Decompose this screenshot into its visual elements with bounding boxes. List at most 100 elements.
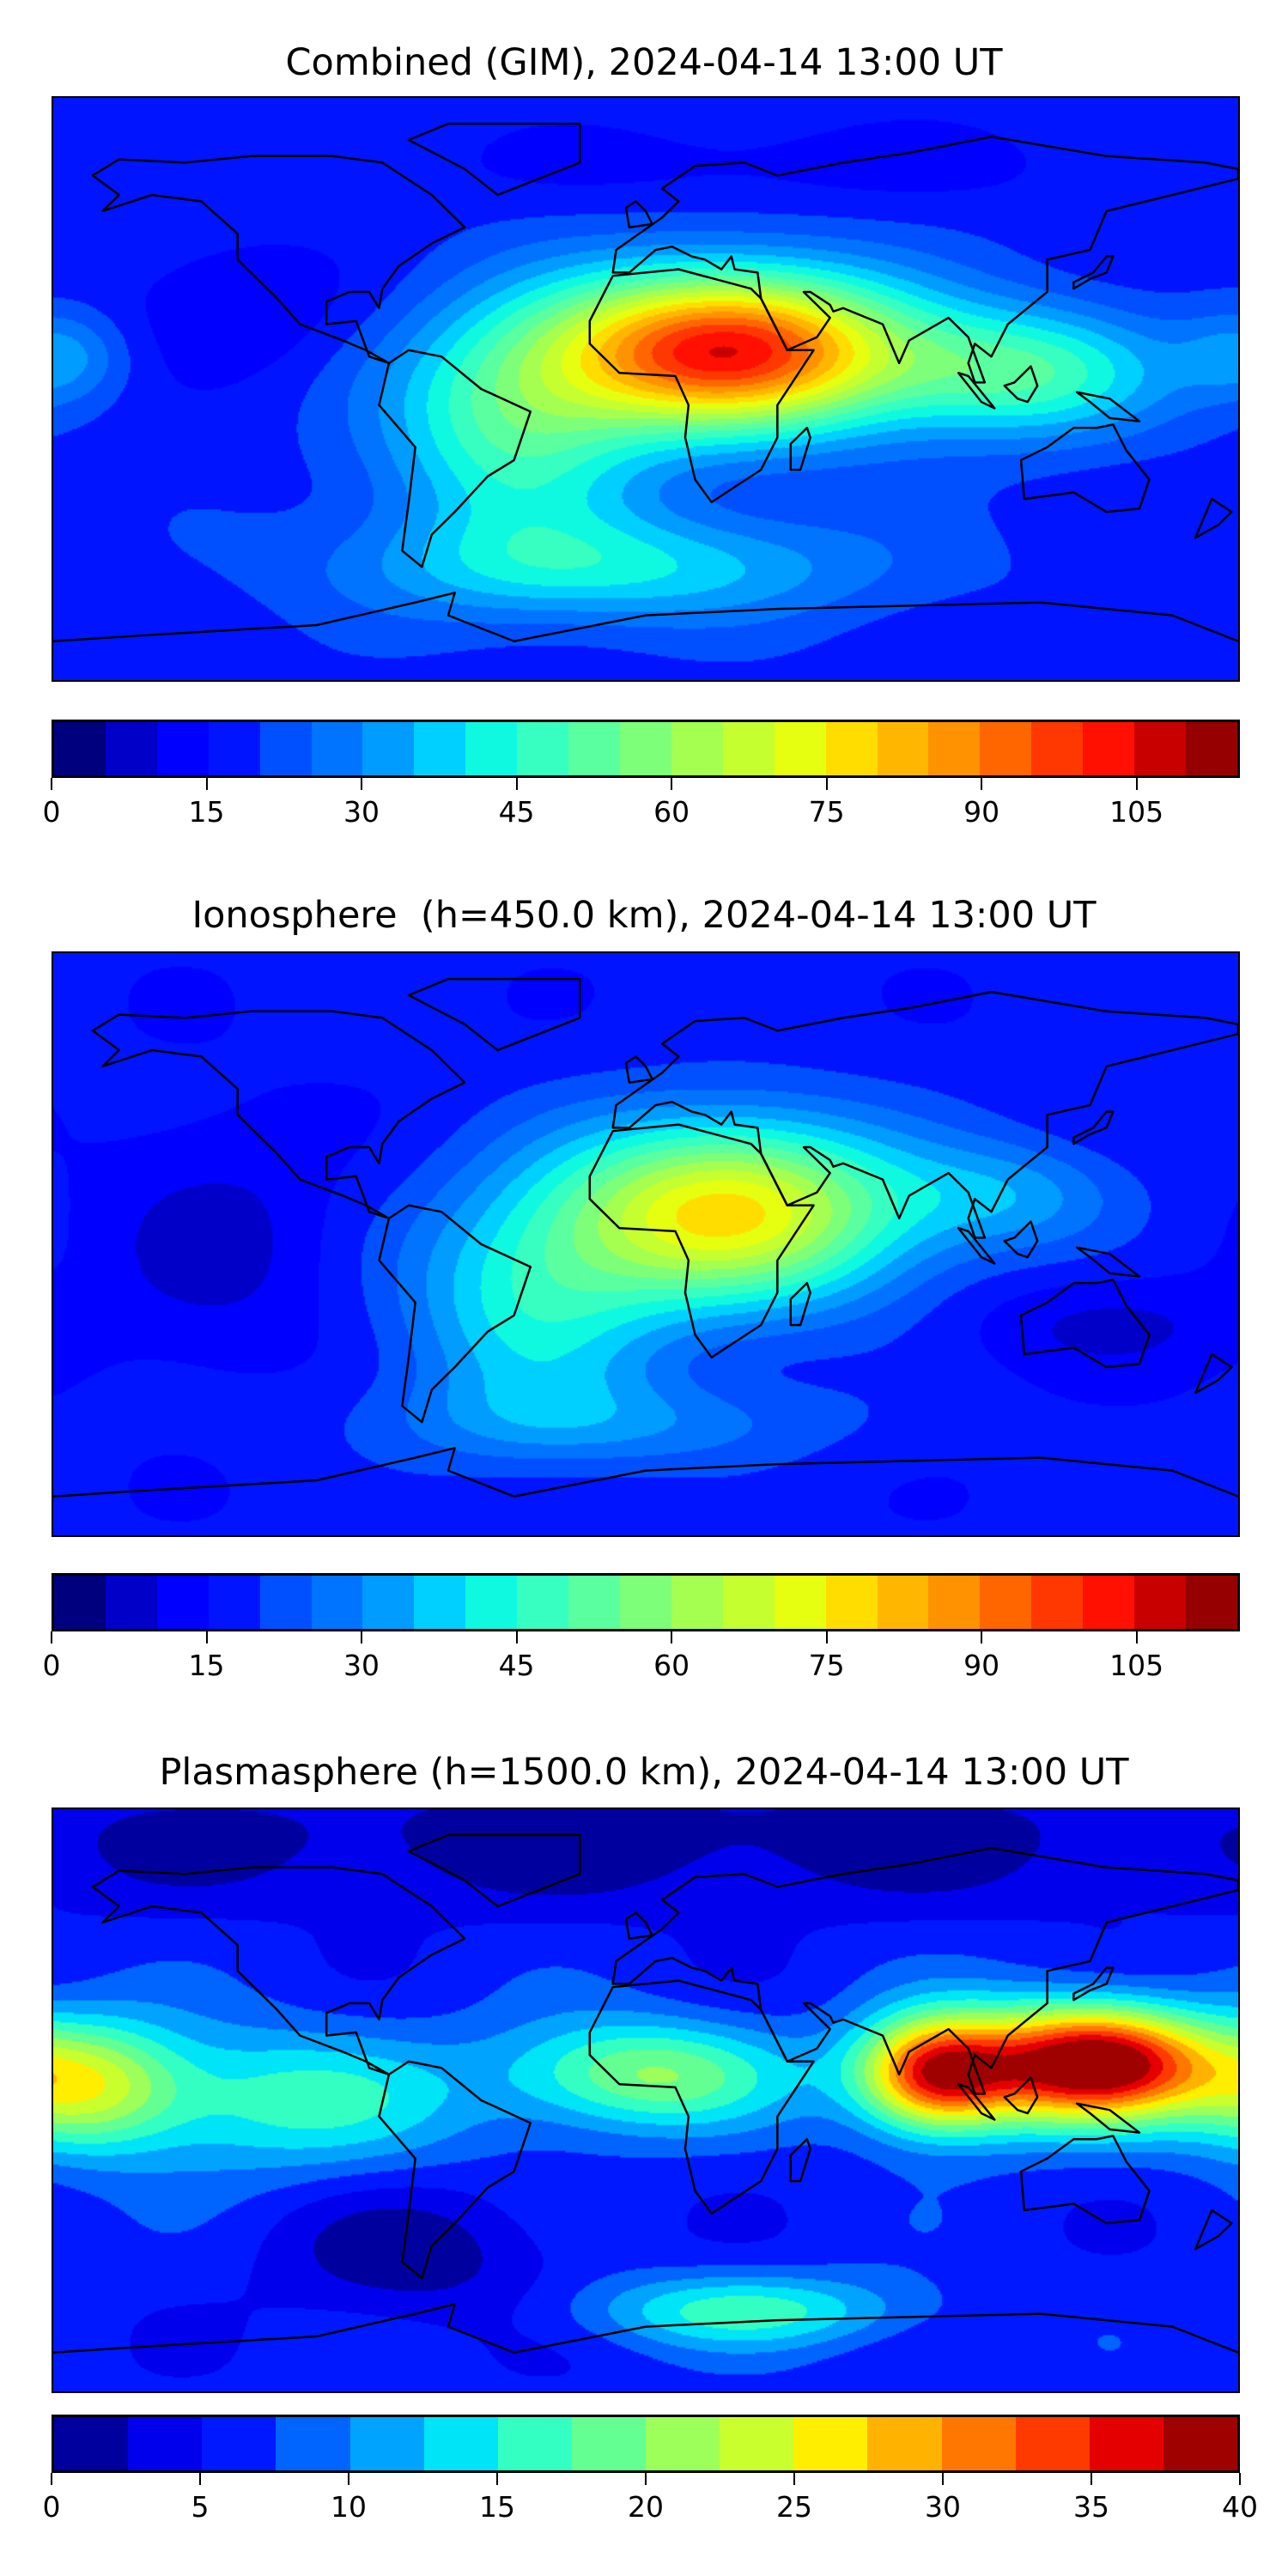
coastline-japan bbox=[1072, 1966, 1115, 2002]
colorbar-segment bbox=[311, 722, 363, 775]
colorbar-segment bbox=[1185, 722, 1237, 775]
colorbar-tick bbox=[825, 778, 828, 790]
colorbar-segment bbox=[276, 2417, 350, 2470]
colorbar-tick bbox=[671, 1631, 673, 1643]
coastline-north-america bbox=[91, 155, 466, 365]
colorbar-segment bbox=[259, 722, 312, 775]
colorbar-segment bbox=[619, 722, 671, 775]
colorbar-tick-label: 40 bbox=[1222, 2490, 1258, 2524]
colorbar-segment bbox=[517, 1576, 569, 1629]
colorbar-tick-label: 0 bbox=[42, 1649, 61, 1682]
colorbar-tick-label: 30 bbox=[343, 795, 380, 829]
colorbar-tick bbox=[361, 1631, 363, 1643]
colorbar-tick-label: 75 bbox=[808, 1649, 845, 1682]
colorbar-segment bbox=[1031, 1576, 1084, 1629]
colorbar-tick bbox=[793, 2473, 795, 2485]
colorbar-tick-label: 45 bbox=[498, 795, 535, 829]
coastline-greenland bbox=[407, 122, 581, 197]
colorbar-tick bbox=[1135, 778, 1138, 790]
colorbar-tick-label: 90 bbox=[963, 795, 1000, 829]
colorbar-segment bbox=[867, 2417, 942, 2470]
colorbar-tick-label: 15 bbox=[479, 2490, 515, 2524]
colorbar-tick-label: 0 bbox=[42, 2490, 61, 2524]
coastline-south-america bbox=[378, 2060, 532, 2280]
coastline-north-america bbox=[91, 1010, 466, 1220]
chart-title-plasmasphere: Plasmasphere (h=1500.0 km), 2024-04-14 1… bbox=[159, 1751, 1129, 1794]
coastlines bbox=[53, 977, 1238, 1498]
coastline-sumatra bbox=[957, 2082, 996, 2121]
colorbar-segment bbox=[465, 722, 518, 775]
colorbar-tick-label: 15 bbox=[188, 1649, 225, 1682]
coastline-japan bbox=[1072, 255, 1115, 290]
coastline-borneo bbox=[1003, 2076, 1039, 2115]
colorbar-tick-label: 20 bbox=[628, 2490, 664, 2524]
colorbar-segment bbox=[1089, 2417, 1163, 2470]
colorbar-tick bbox=[205, 778, 208, 790]
colorbar-segment bbox=[423, 2417, 498, 2470]
colorbar-ticks-plasmasphere: 0 5 10 15 20 25 30 35 40 bbox=[43, 2473, 1258, 2533]
coastline-eurasia bbox=[611, 1846, 1238, 2095]
colorbar-segment bbox=[1134, 722, 1186, 775]
colorbar-tick bbox=[1091, 2473, 1092, 2485]
coastline-greenland bbox=[407, 977, 581, 1052]
colorbar-tick bbox=[348, 2473, 349, 2485]
colorbar-segment bbox=[202, 2417, 276, 2470]
colorbar-segment bbox=[1163, 2417, 1237, 2470]
coastline-madagascar bbox=[789, 1281, 811, 1327]
colorbar-segment bbox=[54, 1576, 106, 1629]
colorbar-segment bbox=[825, 722, 878, 775]
colorbar-tick-label: 15 bbox=[188, 795, 225, 829]
colorbar-tick bbox=[981, 1631, 983, 1643]
coastline-new-guinea bbox=[1075, 391, 1141, 422]
colorbar-ionosphere bbox=[52, 1573, 1240, 1631]
coastline-africa bbox=[588, 1123, 815, 1359]
coastline-new-zealand bbox=[1194, 1352, 1233, 1394]
colorbar-segment bbox=[414, 722, 466, 775]
coastline-eurasia bbox=[611, 135, 1238, 384]
colorbar-tick bbox=[515, 1631, 518, 1643]
colorbar-segment bbox=[877, 722, 929, 775]
colorbar-tick-label: 30 bbox=[925, 2490, 961, 2524]
coastline-australia bbox=[1019, 2135, 1151, 2225]
colorbar-segment bbox=[208, 722, 260, 775]
colorbar-tick bbox=[671, 778, 673, 790]
coastline-antarctica bbox=[53, 1447, 1238, 1498]
colorbar-tick bbox=[645, 2473, 647, 2485]
colorbar-segment bbox=[774, 722, 826, 775]
colorbar-segment bbox=[497, 2417, 572, 2470]
colorbar-tick-label: 105 bbox=[1109, 1649, 1164, 1682]
colorbar-tick-label: 75 bbox=[808, 795, 845, 829]
colorbar-tick bbox=[1239, 2473, 1241, 2485]
colorbar-segment bbox=[128, 2417, 203, 2470]
colorbar-segment bbox=[156, 1576, 209, 1629]
colorbar-tick-label: 30 bbox=[343, 1649, 380, 1682]
coastline-great-britain bbox=[624, 1055, 653, 1084]
colorbar-tick bbox=[515, 778, 518, 790]
tec-field bbox=[53, 953, 1238, 1535]
coastline-great-britain bbox=[624, 200, 653, 228]
coastline-sumatra bbox=[957, 1226, 996, 1265]
colorbar-tick bbox=[496, 2473, 498, 2485]
coastline-great-britain bbox=[624, 1911, 653, 1940]
tec-field bbox=[53, 98, 1238, 680]
colorbar-tick-label: 0 bbox=[42, 795, 61, 829]
colorbar-segment bbox=[671, 722, 723, 775]
coastline-antarctica bbox=[53, 592, 1238, 643]
colorbar-segment bbox=[928, 722, 981, 775]
colorbar-segment bbox=[465, 1576, 518, 1629]
colorbar-tick bbox=[51, 778, 52, 790]
colorbar-tick-label: 5 bbox=[191, 2490, 210, 2524]
colorbar-segment bbox=[414, 1576, 466, 1629]
coastline-south-america bbox=[378, 349, 532, 568]
colorbar-segment bbox=[105, 722, 157, 775]
colorbar-segment bbox=[720, 2417, 794, 2470]
colorbar-segment bbox=[1185, 1576, 1237, 1629]
colorbar-segment bbox=[571, 2417, 646, 2470]
colorbar-tick bbox=[825, 1631, 828, 1643]
coastline-africa bbox=[588, 1979, 815, 2215]
colorbar-segment bbox=[941, 2417, 1016, 2470]
colorbar-segment bbox=[54, 722, 106, 775]
map-plasmasphere bbox=[52, 1807, 1240, 2393]
colorbar-segment bbox=[349, 2417, 424, 2470]
colorbar-segment bbox=[793, 2417, 868, 2470]
